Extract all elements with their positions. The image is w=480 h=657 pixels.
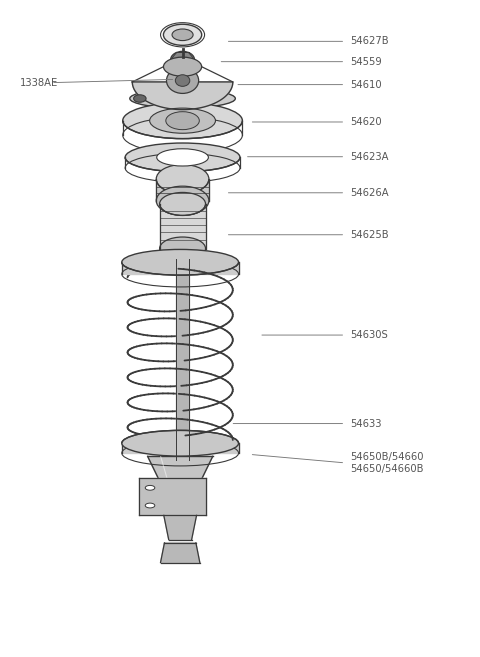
Text: 54610: 54610 bbox=[350, 79, 382, 89]
Ellipse shape bbox=[123, 102, 242, 139]
Polygon shape bbox=[156, 179, 209, 200]
Polygon shape bbox=[176, 259, 189, 460]
Polygon shape bbox=[164, 515, 196, 539]
Text: 54633: 54633 bbox=[350, 419, 382, 428]
Ellipse shape bbox=[156, 164, 209, 194]
Polygon shape bbox=[140, 478, 206, 515]
Ellipse shape bbox=[145, 503, 155, 508]
Text: 54623A: 54623A bbox=[350, 152, 389, 162]
Text: 54650B/54660
54650/54660B: 54650B/54660 54650/54660B bbox=[350, 452, 423, 474]
Ellipse shape bbox=[150, 108, 216, 133]
Text: 1338AE: 1338AE bbox=[20, 78, 58, 87]
Ellipse shape bbox=[122, 430, 239, 456]
Ellipse shape bbox=[159, 193, 205, 215]
Ellipse shape bbox=[179, 57, 186, 62]
Ellipse shape bbox=[166, 112, 199, 129]
Ellipse shape bbox=[175, 75, 190, 86]
Polygon shape bbox=[159, 204, 205, 248]
Ellipse shape bbox=[145, 486, 155, 490]
Text: 54627B: 54627B bbox=[350, 36, 389, 47]
Ellipse shape bbox=[122, 250, 239, 275]
Text: 54559: 54559 bbox=[350, 57, 382, 66]
Polygon shape bbox=[132, 82, 233, 110]
Polygon shape bbox=[122, 443, 239, 453]
Ellipse shape bbox=[164, 57, 202, 76]
Ellipse shape bbox=[156, 186, 209, 215]
Text: 54625B: 54625B bbox=[350, 230, 389, 240]
Polygon shape bbox=[148, 457, 213, 486]
Ellipse shape bbox=[163, 24, 202, 45]
Ellipse shape bbox=[130, 89, 235, 108]
Ellipse shape bbox=[159, 237, 205, 260]
Ellipse shape bbox=[172, 29, 193, 41]
Ellipse shape bbox=[167, 68, 199, 93]
Text: 54620: 54620 bbox=[350, 117, 382, 127]
Polygon shape bbox=[160, 543, 200, 562]
Ellipse shape bbox=[170, 51, 194, 68]
Ellipse shape bbox=[133, 95, 146, 102]
Text: 54630S: 54630S bbox=[350, 330, 388, 340]
Ellipse shape bbox=[125, 143, 240, 171]
Text: 54626A: 54626A bbox=[350, 188, 389, 198]
Ellipse shape bbox=[157, 148, 208, 166]
Polygon shape bbox=[122, 262, 239, 274]
